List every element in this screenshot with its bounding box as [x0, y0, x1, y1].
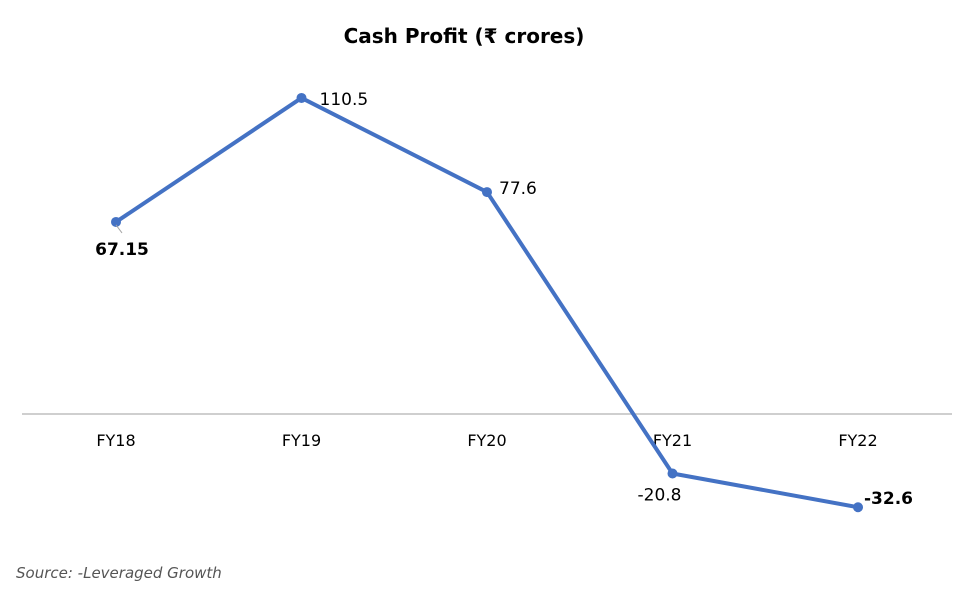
- x-tick-label: FY22: [838, 431, 877, 450]
- data-label: 110.5: [320, 90, 369, 110]
- x-tick-label: FY18: [96, 431, 135, 450]
- label-leader-line: [115, 224, 123, 234]
- data-point: [111, 216, 121, 227]
- x-tick-label: FY19: [282, 431, 321, 450]
- data-label: 77.6: [499, 179, 537, 199]
- data-label: 67.15: [95, 240, 149, 260]
- chart-title: Cash Profit (₹ crores): [343, 24, 585, 48]
- data-point: [667, 468, 678, 479]
- x-tick-label: FY20: [467, 431, 506, 450]
- data-label: -20.8: [638, 485, 682, 505]
- data-point: [853, 502, 863, 513]
- data-point: [482, 187, 492, 198]
- data-label: -32.6: [864, 489, 913, 509]
- x-tick-label: FY21: [653, 431, 692, 450]
- source-note: Source: -Leveraged Growth: [16, 564, 222, 582]
- data-point: [296, 92, 307, 103]
